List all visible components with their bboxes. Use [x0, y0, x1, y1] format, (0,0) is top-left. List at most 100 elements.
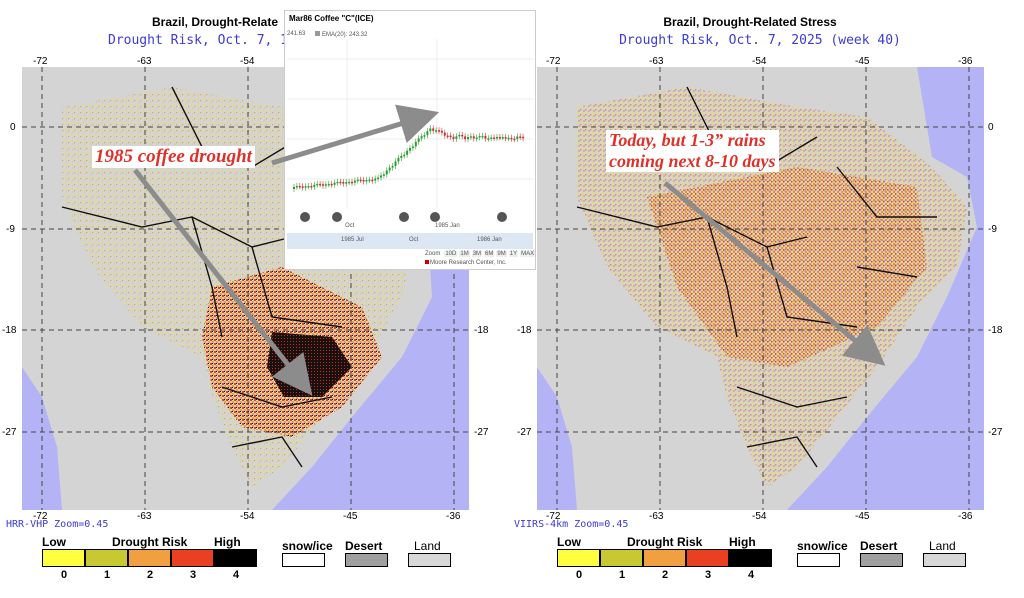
legend-risk-label: Drought Risk: [627, 535, 703, 549]
zoom-btn-10d[interactable]: 10D: [444, 251, 458, 257]
legend-swatch-2: [643, 549, 686, 567]
legend-land-swatch: [923, 553, 966, 567]
right-right-lat-tick: 0: [988, 122, 994, 133]
inset-source: Moore Research Center, Inc.: [425, 260, 507, 266]
legend-swatch-0: [557, 549, 600, 567]
left-top-tick: -72: [33, 56, 48, 67]
right-lat-tick: -18: [517, 325, 532, 336]
inset-candle-chart: [287, 39, 533, 222]
inset-source-text: Moore Research Center, Inc.: [430, 260, 507, 266]
inset-x-label: Oct: [345, 223, 355, 229]
inset-nav-label: 1985 Jul: [341, 237, 364, 243]
left-right-lat-tick: -18: [474, 325, 489, 336]
legend-swatch-4: [214, 549, 257, 567]
legend-swatch-3: [686, 549, 729, 567]
right-top-tick: -45: [855, 56, 870, 67]
left-bottom-tick: -45: [343, 511, 358, 522]
legend-swatch-1: [85, 549, 128, 567]
zoom-btn-max[interactable]: MAX: [520, 251, 536, 257]
left-lat-tick: 0: [10, 122, 16, 133]
legend-low-label: Low: [557, 535, 581, 549]
right-map-title: Brazil, Drought-Related Stress: [663, 15, 837, 29]
right-bottom-tick: -72: [546, 511, 561, 522]
left-lat-tick: -18: [2, 325, 17, 336]
legend-num: 3: [189, 569, 197, 581]
left-bottom-tick: -63: [137, 511, 152, 522]
right-bottom-tick: -54: [752, 511, 767, 522]
legend-swatch-2: [128, 549, 171, 567]
legend-num: 2: [661, 569, 669, 581]
legend-high-label: High: [729, 535, 756, 549]
legend-desert-label: Desert: [345, 539, 383, 553]
inset-ema-text: EMA(20): 243.32: [322, 32, 368, 38]
right-bottom-tick: -36: [958, 511, 973, 522]
legend-swatch-0: [42, 549, 85, 567]
zoom-btn-9m[interactable]: 9M: [496, 251, 507, 257]
legend-swatch-1: [600, 549, 643, 567]
inset-x-label: 1985 Jan: [435, 223, 460, 229]
inset-zoom-bar: Zoom 10D 1M 3M 6M 9M 1Y MAX: [425, 251, 536, 257]
zoom-btn-1y[interactable]: 1Y: [508, 251, 519, 257]
legend-num: 1: [103, 569, 111, 581]
legend-high-label: High: [214, 535, 241, 549]
right-bottom-tick: -45: [855, 511, 870, 522]
legend-swatch-4: [729, 549, 772, 567]
inset-nav-label: 1986 Jan: [477, 237, 502, 243]
legend-color-scale: [42, 549, 257, 567]
left-legend: Low Drought Risk High 0 1 2 3 4 snow/ice…: [42, 535, 472, 595]
right-top-tick: -36: [958, 56, 973, 67]
legend-snow-swatch: [797, 553, 840, 567]
legend-desert-label: Desert: [860, 539, 898, 553]
left-bottom-tick: -72: [33, 511, 48, 522]
inset-event-markers: [300, 212, 507, 222]
left-bottom-tick: -54: [240, 511, 255, 522]
left-zoom-label: HRR-VHP Zoom=0.45: [6, 519, 109, 530]
right-right-lat-tick: -27: [988, 427, 1003, 438]
legend-snow-label: snow/ice: [797, 539, 848, 553]
annotation-today-line2: coming next 8-10 days: [609, 151, 776, 171]
right-top-tick: -63: [649, 56, 664, 67]
legend-risk-label: Drought Risk: [112, 535, 188, 549]
annotation-today-line1: Today, but 1-3” rains: [609, 130, 766, 150]
left-right-lat-tick: -27: [474, 427, 489, 438]
right-legend: Low Drought Risk High 0 1 2 3 4 snow/ice…: [557, 535, 987, 595]
legend-color-scale: [557, 549, 772, 567]
legend-swatch-3: [171, 549, 214, 567]
right-bottom-tick: -63: [649, 511, 664, 522]
legend-desert-swatch: [860, 553, 903, 567]
inset-price-label: 241.63: [287, 31, 306, 37]
right-right-lat-tick: -18: [988, 325, 1003, 336]
right-map-subtitle: Drought Risk, Oct. 7, 2025 (week 40): [619, 33, 901, 48]
legend-num: 4: [232, 569, 240, 581]
right-top-tick: -54: [752, 56, 767, 67]
legend-land-label: Land: [929, 539, 956, 553]
legend-num: 1: [618, 569, 626, 581]
legend-snow-swatch: [282, 553, 325, 567]
source-logo-icon: [425, 260, 429, 264]
zoom-btn-6m[interactable]: 6M: [484, 251, 495, 257]
left-top-tick: -54: [240, 56, 255, 67]
legend-num: 2: [146, 569, 154, 581]
zoom-btn-3m[interactable]: 3M: [471, 251, 483, 257]
legend-num: 3: [704, 569, 712, 581]
left-lat-tick: -27: [2, 427, 17, 438]
inset-ema-label: EMA(20): 243.32: [315, 31, 367, 38]
legend-desert-swatch: [345, 553, 388, 567]
left-bottom-tick: -36: [446, 511, 461, 522]
inset-title: Mar86 Coffee "C"(ICE): [289, 14, 374, 23]
right-lat-tick: -27: [517, 427, 532, 438]
annotation-1985-drought: 1985 coffee drought: [92, 146, 255, 168]
coffee-price-inset: Mar86 Coffee "C"(ICE) 241.63 EMA(20): 24…: [284, 10, 536, 270]
legend-num: 0: [575, 569, 583, 581]
legend-num: 0: [60, 569, 68, 581]
legend-snow-label: snow/ice: [282, 539, 333, 553]
left-map-title: Brazil, Drought-Relate: [151, 15, 278, 29]
annotation-today: Today, but 1-3” rains coming next 8-10 d…: [606, 130, 779, 172]
inset-navigator[interactable]: 1985 Jul Oct 1986 Jan: [287, 233, 533, 249]
ema-swatch-icon: [315, 31, 320, 36]
zoom-btn-1m[interactable]: 1M: [459, 251, 470, 257]
inset-nav-label: Oct: [409, 237, 419, 243]
legend-land-swatch: [408, 553, 451, 567]
legend-num: 4: [747, 569, 755, 581]
legend-land-label: Land: [414, 539, 441, 553]
